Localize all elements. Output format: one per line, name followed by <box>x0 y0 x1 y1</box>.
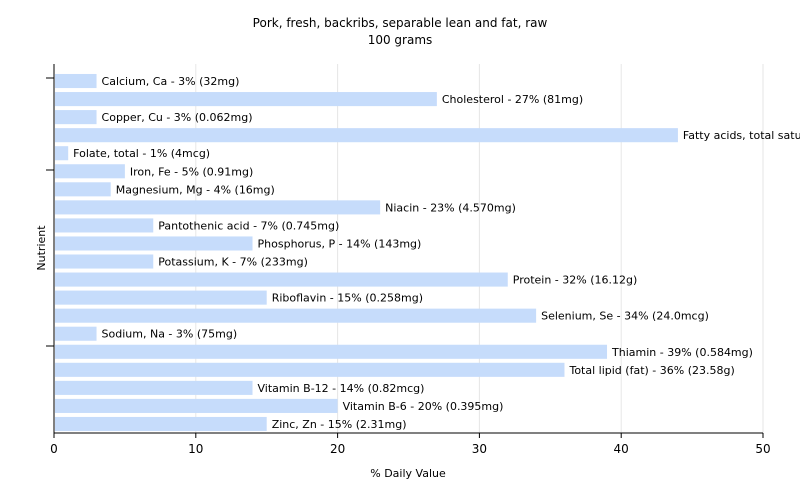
x-axis-title: % Daily Value <box>370 467 446 480</box>
bar-15 <box>55 344 608 359</box>
y-axis-title: Nutrient <box>35 225 48 271</box>
axes <box>53 64 763 434</box>
bar-5 <box>55 164 125 179</box>
bar-16 <box>55 362 565 377</box>
bar-17 <box>55 380 253 395</box>
bar-label-1: Cholesterol - 27% (81mg) <box>442 93 583 106</box>
x-tick-label-5: 50 <box>755 442 770 456</box>
x-tick-label-0: 0 <box>50 442 58 456</box>
bar-label-11: Protein - 32% (16.12g) <box>513 274 638 287</box>
bar-1 <box>55 92 437 107</box>
bar-14 <box>55 326 97 341</box>
bar-19 <box>55 416 267 432</box>
bar-label-8: Pantothenic acid - 7% (0.745mg) <box>158 219 339 232</box>
bar-label-17: Vitamin B-12 - 14% (0.82mcg) <box>258 382 425 395</box>
bar-18 <box>55 398 338 413</box>
bar-label-9: Phosphorus, P - 14% (143mg) <box>258 237 422 250</box>
bar-label-19: Zinc, Zn - 15% (2.31mg) <box>272 418 407 431</box>
bar-label-7: Niacin - 23% (4.570mg) <box>385 201 516 214</box>
bar-13 <box>55 308 537 323</box>
bar-label-2: Copper, Cu - 3% (0.062mg) <box>102 111 253 124</box>
bar-label-15: Thiamin - 39% (0.584mg) <box>611 346 753 359</box>
bar-9 <box>55 236 253 251</box>
bar-label-0: Calcium, Ca - 3% (32mg) <box>102 75 240 88</box>
x-tick-label-2: 20 <box>330 442 345 456</box>
chart-title: Pork, fresh, backribs, separable lean an… <box>253 16 548 30</box>
bar-0 <box>55 73 97 89</box>
bars: Calcium, Ca - 3% (32mg) Cholesterol - 27%… <box>55 73 800 432</box>
bar-label-6: Magnesium, Mg - 4% (16mg) <box>116 183 275 196</box>
bar-label-5: Iron, Fe - 5% (0.91mg) <box>130 165 253 178</box>
bar-12 <box>55 290 267 305</box>
bar-8 <box>55 218 154 233</box>
bar-11 <box>55 272 508 287</box>
bar-label-4: Folate, total - 1% (4mcg) <box>73 147 210 160</box>
bar-6 <box>55 182 111 197</box>
bar-label-13: Selenium, Se - 34% (24.0mcg) <box>541 310 709 323</box>
bar-3 <box>55 128 678 143</box>
chart-subtitle: 100 grams <box>368 33 433 47</box>
x-tick-label-4: 40 <box>614 442 629 456</box>
x-tick-label-3: 30 <box>472 442 487 456</box>
bar-label-12: Riboflavin - 15% (0.258mg) <box>272 292 423 305</box>
bar-4 <box>55 146 69 161</box>
bar-10 <box>55 254 154 269</box>
x-tick-label-1: 10 <box>188 442 203 456</box>
bar-label-14: Sodium, Na - 3% (75mg) <box>102 328 238 341</box>
bar-label-3: Fatty acids, total saturated - 44% (8.73… <box>683 129 800 142</box>
y-axis-ticks <box>46 77 54 347</box>
bar-label-10: Potassium, K - 7% (233mg) <box>158 256 308 269</box>
bar-label-18: Vitamin B-6 - 20% (0.395mg) <box>343 400 504 413</box>
bar-2 <box>55 110 97 125</box>
x-axis-ticks: 0 10 20 30 40 50 <box>50 433 771 456</box>
bar-7 <box>55 200 381 215</box>
bar-label-16: Total lipid (fat) - 36% (23.58g) <box>568 364 734 377</box>
